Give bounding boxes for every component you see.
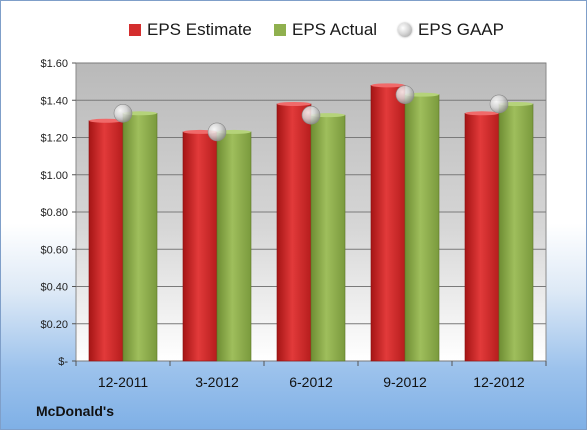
x-category-label: 3-2012 xyxy=(195,374,239,390)
bar-eps-estimate xyxy=(88,120,124,362)
plot-area: $- $0.20 $0.40 $0.60 $0.80 $1.00 $1.20 $1.40 $1.… xyxy=(40,58,547,390)
bar-eps-estimate xyxy=(182,131,218,362)
y-tick-label: $- xyxy=(58,356,68,368)
x-category-label: 9-2012 xyxy=(383,374,427,390)
bar-top-eps-estimate xyxy=(277,101,311,106)
point-eps-gaap xyxy=(395,85,415,104)
legend-label-gaap: EPS GAAP xyxy=(418,20,504,39)
bar-top-eps-estimate xyxy=(465,111,499,116)
legend-marker-gaap xyxy=(398,23,412,37)
bar-eps-actual xyxy=(310,114,346,362)
bar-eps-estimate xyxy=(276,103,312,362)
chart-legend: EPS Estimate EPS Actual EPS GAAP xyxy=(1,19,586,41)
y-tick-label: $0.60 xyxy=(40,244,68,256)
y-tick-label: $1.00 xyxy=(40,170,68,182)
bar-eps-actual xyxy=(404,94,440,362)
bar-eps-estimate xyxy=(370,85,406,362)
bar-eps-estimate xyxy=(464,112,500,362)
point-eps-gaap xyxy=(301,105,321,125)
x-category-label: 12-2012 xyxy=(473,374,525,390)
bar-eps-actual xyxy=(498,103,534,362)
y-tick-label: $0.40 xyxy=(40,282,68,294)
y-tick-label: $1.20 xyxy=(40,133,68,145)
company-name: McDonald's xyxy=(36,403,115,419)
legend-label-actual: EPS Actual xyxy=(292,20,378,39)
y-tick-label: $1.60 xyxy=(40,58,68,70)
legend-item-estimate: EPS Estimate xyxy=(129,19,252,41)
legend-swatch-actual xyxy=(274,24,286,36)
x-category-label: 12-2011 xyxy=(98,374,149,390)
bar-top-eps-estimate xyxy=(371,83,405,88)
bar-top-eps-estimate xyxy=(89,118,123,123)
point-eps-gaap xyxy=(113,103,133,123)
legend-item-gaap: EPS GAAP xyxy=(398,19,504,41)
legend-item-actual: EPS Actual xyxy=(274,19,377,41)
y-tick-label: $0.80 xyxy=(40,207,68,219)
point-eps-gaap xyxy=(207,122,227,142)
legend-swatch-estimate xyxy=(129,24,141,36)
legend-label-estimate: EPS Estimate xyxy=(147,20,252,39)
bar-eps-actual xyxy=(216,131,252,362)
y-tick-label: $1.40 xyxy=(40,95,68,107)
x-category-label: 6-2012 xyxy=(289,374,333,390)
bar-eps-actual xyxy=(122,112,158,362)
y-tick-label: $0.20 xyxy=(40,319,68,331)
point-eps-gaap xyxy=(489,94,509,114)
